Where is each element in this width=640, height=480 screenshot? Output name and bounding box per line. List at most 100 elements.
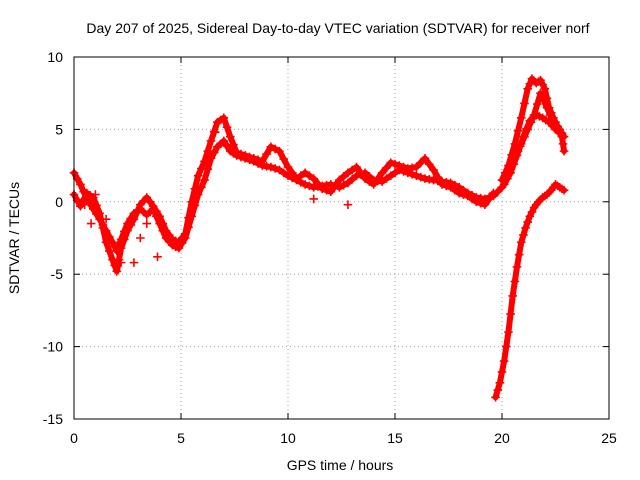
data-point bbox=[416, 172, 425, 182]
data-point bbox=[429, 165, 438, 175]
data-point bbox=[373, 174, 383, 183]
data-point bbox=[262, 149, 271, 159]
data-point bbox=[369, 180, 378, 189]
data-point bbox=[193, 171, 203, 181]
data-point bbox=[174, 238, 184, 247]
data-point bbox=[390, 159, 400, 169]
data-point bbox=[129, 214, 139, 224]
data-point bbox=[79, 195, 88, 204]
data-point bbox=[105, 246, 114, 256]
data-point bbox=[119, 235, 129, 244]
y-axis-title: SDTVAR / TECUs bbox=[6, 182, 22, 294]
data-point bbox=[506, 168, 515, 178]
data-point bbox=[343, 200, 353, 209]
data-point bbox=[164, 230, 174, 240]
data-point bbox=[412, 171, 421, 181]
data-point bbox=[525, 211, 535, 221]
data-point bbox=[203, 146, 213, 156]
data-point bbox=[489, 188, 498, 198]
axis-ticks bbox=[73, 56, 610, 420]
x-tick-label: 25 bbox=[601, 430, 617, 446]
data-point bbox=[546, 108, 556, 118]
series-2 bbox=[69, 113, 498, 276]
data-point bbox=[514, 250, 524, 259]
data-point bbox=[382, 163, 391, 173]
x-tick-label: 5 bbox=[177, 430, 185, 446]
data-point bbox=[245, 152, 254, 162]
data-point bbox=[279, 154, 289, 164]
data-point bbox=[412, 162, 421, 172]
data-point bbox=[523, 217, 532, 227]
series-trace bbox=[71, 114, 497, 275]
data-point bbox=[459, 190, 468, 199]
data-point bbox=[91, 190, 100, 199]
data-point bbox=[512, 151, 522, 160]
data-point bbox=[126, 220, 136, 230]
data-point bbox=[101, 238, 111, 247]
y-tick-labels: -15 -10 -5 0 5 10 bbox=[43, 49, 63, 427]
data-point bbox=[506, 309, 515, 319]
data-point bbox=[515, 141, 525, 151]
data-point bbox=[206, 136, 216, 146]
data-point bbox=[148, 201, 158, 211]
data-point bbox=[503, 174, 512, 183]
data-point bbox=[240, 151, 250, 160]
data-point bbox=[152, 206, 161, 216]
data-point bbox=[484, 194, 494, 204]
data-point bbox=[209, 148, 219, 157]
data-point bbox=[472, 197, 481, 207]
data-point bbox=[200, 156, 209, 166]
data-point bbox=[326, 187, 336, 196]
data-point bbox=[72, 174, 82, 183]
data-point bbox=[442, 181, 451, 191]
data-point bbox=[129, 258, 139, 267]
data-point bbox=[110, 261, 119, 270]
data-point bbox=[516, 113, 526, 123]
data-point bbox=[197, 164, 206, 173]
data-point bbox=[210, 127, 220, 137]
data-point bbox=[352, 162, 361, 172]
data-point bbox=[523, 84, 532, 94]
data-point bbox=[270, 164, 280, 173]
data-point bbox=[339, 172, 348, 181]
data-point bbox=[313, 179, 323, 188]
data-point bbox=[542, 93, 552, 103]
x-tick-label: 15 bbox=[387, 430, 403, 446]
data-point bbox=[219, 113, 229, 123]
data-point bbox=[155, 211, 164, 221]
data-point bbox=[476, 198, 485, 208]
data-point bbox=[168, 235, 177, 244]
data-point bbox=[190, 184, 200, 194]
data-point bbox=[116, 243, 126, 253]
data-point bbox=[219, 136, 229, 146]
data-point bbox=[177, 233, 187, 243]
data-point bbox=[420, 154, 430, 163]
series-5 bbox=[499, 110, 567, 189]
grid-lines bbox=[74, 57, 609, 419]
data-point bbox=[343, 178, 353, 188]
data-series bbox=[69, 74, 569, 402]
data-point bbox=[222, 141, 232, 151]
x-tick-labels: 0 5 10 15 20 25 bbox=[70, 430, 617, 446]
data-point bbox=[493, 385, 503, 395]
data-point bbox=[480, 200, 490, 209]
data-point bbox=[305, 181, 314, 191]
y-tick-label: -5 bbox=[51, 266, 64, 282]
data-point bbox=[559, 185, 569, 195]
data-point bbox=[531, 110, 541, 120]
data-point bbox=[80, 200, 89, 209]
data-point bbox=[510, 277, 520, 286]
data-point bbox=[512, 262, 522, 272]
data-point bbox=[153, 252, 162, 262]
data-point bbox=[499, 180, 509, 189]
series-1 bbox=[69, 88, 569, 256]
data-point bbox=[416, 158, 425, 168]
data-point bbox=[356, 168, 366, 178]
data-point bbox=[309, 174, 318, 183]
isolated-points bbox=[80, 127, 353, 267]
data-point bbox=[330, 181, 340, 191]
data-point bbox=[76, 201, 85, 211]
data-point bbox=[535, 112, 544, 121]
series-4 bbox=[497, 74, 569, 185]
data-point bbox=[283, 162, 293, 172]
